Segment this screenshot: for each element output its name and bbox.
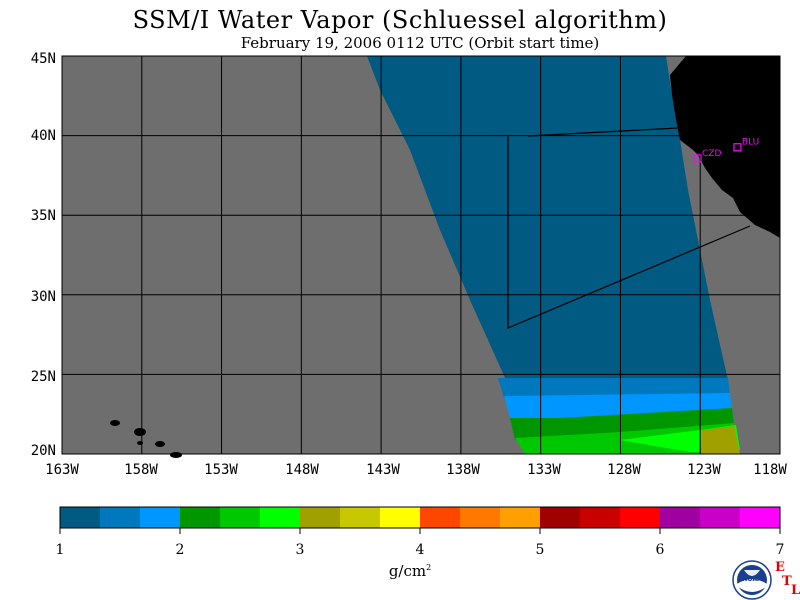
station-marker [733, 143, 742, 152]
colorbar-tick-label: 4 [415, 542, 425, 558]
lon-label: 153W [204, 462, 238, 478]
domain-edge [527, 127, 679, 137]
lat-label: 30N [30, 289, 56, 305]
swath-band-olive [700, 426, 740, 454]
lon-label: 133W [527, 462, 561, 478]
water-vapor-map: CZD BLU [61, 55, 781, 458]
station-marker [693, 154, 702, 163]
lab-letter-t: T [782, 574, 792, 589]
satellite-swath [367, 56, 740, 454]
lon-label: 158W [124, 462, 158, 478]
colorbar-swatch [220, 507, 261, 528]
colorbar-swatch [380, 507, 421, 528]
colorbar-ticks [59, 528, 781, 534]
station-label: CZD [702, 149, 721, 159]
colorbar [59, 506, 781, 534]
swath-band-low [367, 56, 728, 380]
analysis-domain-outline [507, 127, 751, 329]
colorbar-swatch [140, 507, 181, 528]
units-text: g/cm [388, 562, 427, 580]
noaa-logo-text: NOAA [742, 576, 762, 583]
page-title: SSM/I Water Vapor (Schluessel algorithm) [132, 6, 668, 34]
lat-label: 40N [30, 128, 56, 144]
map-frame [61, 55, 781, 455]
map-grid [62, 56, 780, 454]
colorbar-swatch [100, 507, 141, 528]
colorbar-swatch [500, 507, 541, 528]
colorbar-units: g/cm2 [380, 562, 440, 580]
colorbar-swatch [60, 507, 101, 528]
lon-label: 128W [607, 462, 641, 478]
colorbar-tick-label: 7 [775, 542, 785, 558]
colorbar-swatch [580, 507, 621, 528]
colorbar-tick-label: 2 [175, 542, 185, 558]
colorbar-tick-label: 1 [55, 542, 65, 558]
noaa-logo: NOAA [732, 560, 772, 600]
station-label: BLU [742, 138, 759, 148]
lat-label: 45N [30, 51, 56, 67]
colorbar-swatch [180, 507, 221, 528]
hawaii-island [155, 441, 165, 447]
domain-edge [507, 136, 751, 329]
north-america-coast [670, 56, 780, 238]
units-superscript: 2 [426, 563, 432, 572]
colorbar-tick-label: 5 [535, 542, 545, 558]
lab-letter-l: L [791, 583, 800, 598]
lat-label: 35N [30, 208, 56, 224]
colorbar-swatch [300, 507, 341, 528]
colorbar-swatch [660, 507, 701, 528]
colorbar-swatch [340, 507, 381, 528]
hawaii-island [110, 420, 120, 426]
lon-label: 163W [45, 462, 79, 478]
hawaii-island [134, 428, 146, 436]
lat-label: 25N [30, 369, 56, 385]
swath-band-medium [498, 378, 730, 398]
colorbar-swatch [540, 507, 581, 528]
lon-label: 123W [687, 462, 721, 478]
colorbar-swatch [700, 507, 741, 528]
colorbar-tick-label: 6 [655, 542, 665, 558]
colorbar-swatches [60, 507, 781, 528]
swath-band-green-dark [510, 408, 734, 440]
lab-letter-e: E [775, 560, 785, 575]
colorbar-swatch [420, 507, 461, 528]
colorbar-swatch [620, 507, 661, 528]
colorbar-tick-label: 3 [295, 542, 305, 558]
lon-label: 118W [753, 462, 787, 478]
lat-label: 20N [30, 443, 56, 459]
colorbar-swatch [740, 507, 781, 528]
colorbar-swatch [460, 507, 501, 528]
station-markers: CZD BLU [693, 138, 759, 163]
lon-label: 148W [285, 462, 319, 478]
lon-label: 138W [446, 462, 480, 478]
colorbar-swatch [260, 507, 301, 528]
page-subtitle: February 19, 2006 0112 UTC (Orbit start … [240, 34, 600, 52]
lon-label: 143W [366, 462, 400, 478]
